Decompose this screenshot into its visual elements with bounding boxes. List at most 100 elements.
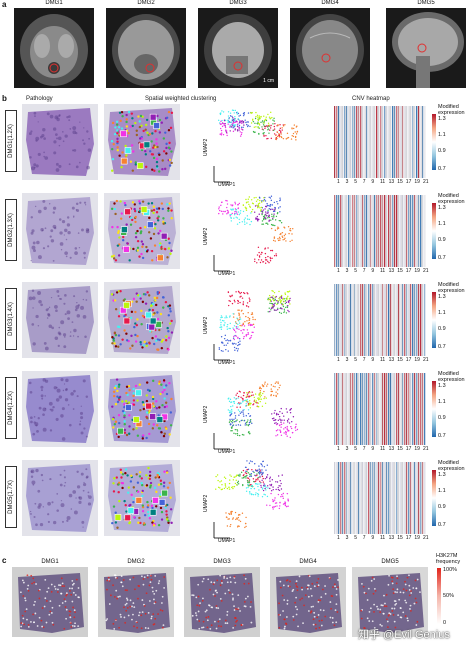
pathology-image-1 bbox=[22, 104, 98, 180]
chromosome-tick: 7 bbox=[362, 179, 366, 185]
cnv-legend-title-4: Modified expression bbox=[438, 371, 465, 383]
cnv-tick-c-3: 0.9 bbox=[438, 326, 446, 332]
pathology-image-3 bbox=[22, 282, 98, 358]
chromosome-tick: 21 bbox=[423, 535, 429, 541]
chromosome-tick: 3 bbox=[345, 179, 349, 185]
panel-letter-a: a bbox=[2, 0, 7, 9]
cnv-tick-c-4: 0.9 bbox=[438, 415, 446, 421]
umap-ylabel-4: UMAP2 bbox=[203, 405, 209, 423]
col-title-clustering: Spatial weighted clustering bbox=[145, 96, 217, 102]
cnv-heatmap-1 bbox=[333, 106, 426, 178]
h3k27m-colorbar bbox=[437, 568, 441, 624]
panel-letter-c: c bbox=[2, 556, 7, 565]
chromosome-tick: 17 bbox=[405, 446, 412, 452]
chromosome-tick: 7 bbox=[362, 446, 366, 452]
umap-ylabel-3: UMAP2 bbox=[203, 316, 209, 334]
chromosome-tick: 5 bbox=[354, 357, 357, 363]
mri-label-2: DMG2 bbox=[137, 0, 155, 6]
spatial-label-4: DMG4 bbox=[299, 559, 317, 565]
pathology-image-5 bbox=[22, 460, 98, 536]
cnv-tick-d-4: 0.7 bbox=[438, 433, 446, 439]
spatial-map-3 bbox=[184, 567, 260, 637]
chromosome-tick: 15 bbox=[397, 357, 403, 363]
cnv-tick-b-4: 1.1 bbox=[438, 399, 446, 405]
cluster-image-1 bbox=[104, 104, 180, 180]
umap-plot-5 bbox=[208, 460, 300, 542]
chromosome-tick: 15 bbox=[397, 268, 403, 274]
cnv-tick-d-1: 0.7 bbox=[438, 166, 446, 172]
cnv-legend-title-3: Modified expression bbox=[438, 282, 465, 294]
chromosome-tick: 9 bbox=[371, 268, 375, 274]
chromosome-tick: 17 bbox=[405, 357, 412, 363]
spatial-label-3: DMG3 bbox=[213, 559, 231, 565]
h3k27m-tick-0: 0 bbox=[443, 620, 447, 626]
chromosome-tick: 3 bbox=[345, 446, 349, 452]
chromosome-tick: 15 bbox=[397, 179, 403, 185]
cnv-tick-d-3: 0.7 bbox=[438, 344, 446, 350]
pathology-image-4 bbox=[22, 371, 98, 447]
cnv-colorbar-5 bbox=[432, 470, 436, 526]
chromosome-tick: 17 bbox=[405, 535, 412, 541]
panel-letter-b: b bbox=[2, 94, 7, 103]
sample-label-4: DMG4(1.2X) bbox=[5, 377, 17, 439]
chromosome-tick: 13 bbox=[388, 357, 395, 363]
chromosome-tick: 9 bbox=[371, 179, 375, 185]
chromosome-tick: 3 bbox=[345, 357, 349, 363]
chromosome-tick: 13 bbox=[388, 268, 395, 274]
cnv-tick-d-2: 0.7 bbox=[438, 255, 446, 261]
cnv-tick-a-4: 1.3 bbox=[438, 383, 446, 389]
mri-image-2 bbox=[106, 8, 186, 88]
chromosome-tick: 11 bbox=[380, 357, 386, 363]
chromosome-tick: 5 bbox=[354, 268, 357, 274]
mri-label-1: DMG1 bbox=[45, 0, 63, 6]
chromosome-tick: 11 bbox=[380, 268, 386, 274]
mri-label-4: DMG4 bbox=[321, 0, 339, 6]
chromosome-tick: 19 bbox=[414, 446, 420, 452]
chromosome-tick: 21 bbox=[423, 446, 429, 452]
h3k27m-tick-50: 50% bbox=[443, 593, 455, 599]
h3k27m-tick-100: 100% bbox=[443, 567, 458, 573]
mri-image-3: 1 cm bbox=[198, 8, 278, 88]
chromosome-tick: 21 bbox=[423, 357, 429, 363]
chromosome-tick: 3 bbox=[345, 268, 349, 274]
col-title-cnv: CNV heatmap bbox=[352, 96, 390, 102]
cnv-tick-a-5: 1.3 bbox=[438, 472, 446, 478]
col-title-pathology: Pathology bbox=[26, 96, 53, 102]
cnv-tick-b-5: 1.1 bbox=[438, 488, 446, 494]
spatial-label-1: DMG1 bbox=[41, 559, 59, 565]
cnv-legend-title-2: Modified expression bbox=[438, 193, 465, 205]
chromosome-tick: 3 bbox=[345, 535, 349, 541]
umap-plot-4 bbox=[208, 371, 300, 453]
pathology-image-2 bbox=[22, 193, 98, 269]
cnv-colorbar-4 bbox=[432, 381, 436, 437]
cnv-legend-title-1: Modified expression bbox=[438, 104, 465, 116]
sample-label-1: DMG1(1.2X) bbox=[5, 110, 17, 172]
chromosome-tick: 21 bbox=[423, 268, 429, 274]
cluster-image-3 bbox=[104, 282, 180, 358]
cnv-tick-c-5: 0.9 bbox=[438, 504, 446, 510]
cnv-tick-b-2: 1.1 bbox=[438, 221, 446, 227]
cnv-heatmap-4 bbox=[333, 373, 426, 445]
cnv-tick-a-3: 1.3 bbox=[438, 294, 446, 300]
sample-label-5: DMG5(1.7X) bbox=[5, 466, 17, 528]
spatial-label-2: DMG2 bbox=[127, 559, 145, 565]
cnv-tick-c-2: 0.9 bbox=[438, 237, 446, 243]
cnv-tick-c-1: 0.9 bbox=[438, 148, 446, 154]
umap-ylabel-5: UMAP2 bbox=[203, 494, 209, 512]
chromosome-tick: 7 bbox=[362, 357, 366, 363]
mri-image-1 bbox=[14, 8, 94, 88]
chromosome-tick: 7 bbox=[362, 535, 366, 541]
chromosome-tick: 19 bbox=[414, 268, 420, 274]
umap-xlabel-1: UMAP1 bbox=[218, 182, 236, 188]
cnv-tick-b-1: 1.1 bbox=[438, 132, 446, 138]
watermark: 知乎 @Evil Genius bbox=[358, 629, 450, 641]
chromosome-tick: 19 bbox=[414, 535, 420, 541]
chromosome-tick: 5 bbox=[354, 535, 357, 541]
cnv-heatmap-3 bbox=[333, 284, 426, 356]
cnv-heatmap-2 bbox=[333, 195, 426, 267]
chromosome-tick: 1 bbox=[337, 179, 340, 185]
chromosome-tick: 9 bbox=[371, 357, 375, 363]
spatial-map-2 bbox=[98, 567, 174, 637]
chromosome-tick: 1 bbox=[337, 268, 340, 274]
h3k27m-title: H3K27M frequency bbox=[436, 553, 461, 565]
